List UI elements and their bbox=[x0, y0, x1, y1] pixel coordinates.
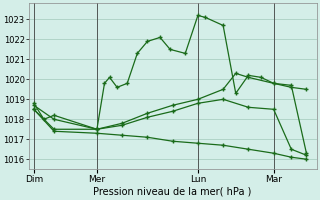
X-axis label: Pression niveau de la mer( hPa ): Pression niveau de la mer( hPa ) bbox=[93, 187, 252, 197]
